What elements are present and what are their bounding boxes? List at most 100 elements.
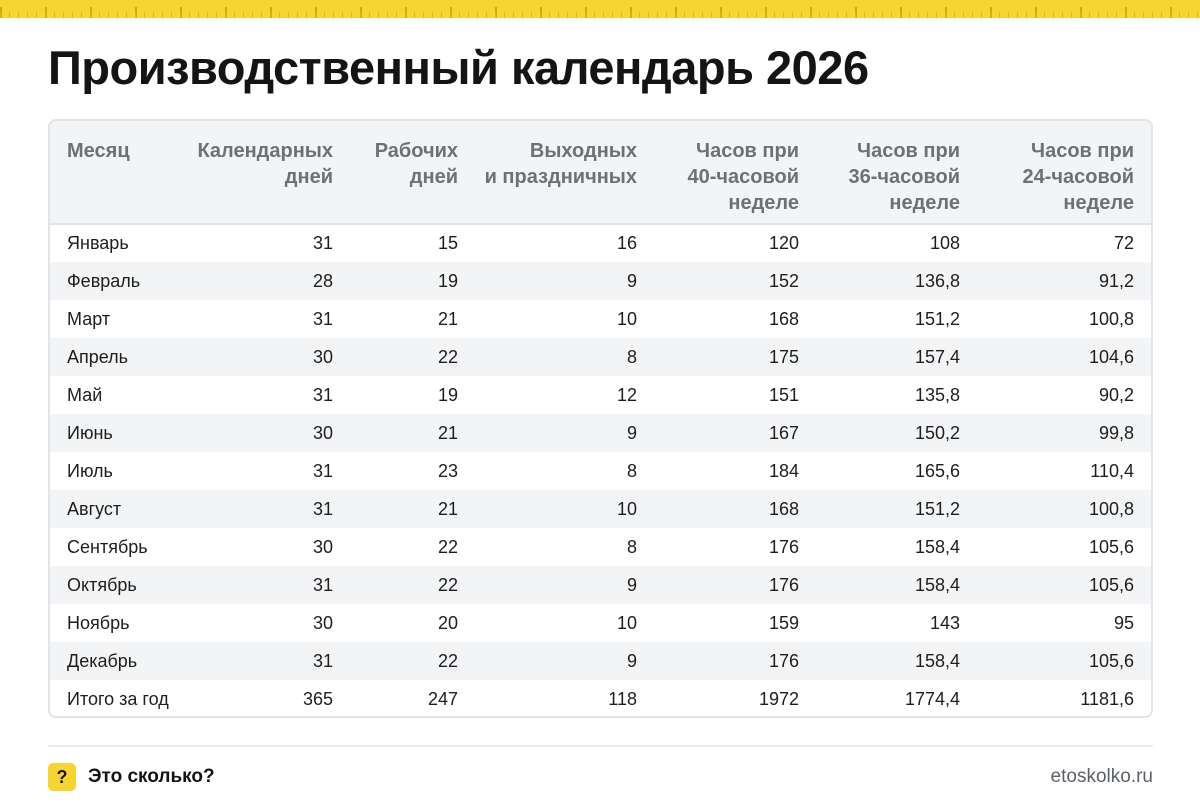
cell-hours-24: 105,6 bbox=[1088, 574, 1134, 595]
cell-month: Июль bbox=[67, 460, 113, 481]
cell-hours-24: 104,6 bbox=[1088, 346, 1134, 367]
cell-weekends-holidays: 9 bbox=[626, 574, 637, 595]
column-header-calendar-days: Календарных дней bbox=[197, 140, 333, 188]
cell-hours-36: 151,2 bbox=[914, 498, 960, 519]
cell-calendar-days: 31 bbox=[312, 460, 333, 481]
cell-weekends-holidays: 9 bbox=[626, 270, 637, 291]
table-row: Декабрь 31 22 9 176 158,4 105,6 bbox=[50, 642, 1151, 680]
cell-hours-36: 136,8 bbox=[914, 270, 960, 291]
table-row-total: Итого за год 365 247 118 1972 1774,4 1181,6 bbox=[50, 680, 1151, 716]
page-title: Производственный календарь 2026 bbox=[48, 41, 869, 94]
cell-month: Февраль bbox=[67, 270, 141, 291]
question-icon: ? bbox=[48, 763, 76, 791]
cell-hours-40: 152 bbox=[768, 270, 799, 291]
column-header-hours-24: Часов при 24-часовой неделе bbox=[1022, 140, 1134, 214]
cell-calendar-days: 30 bbox=[312, 422, 333, 443]
cell-hours-36: 1774,4 bbox=[904, 688, 960, 709]
cell-working-days: 19 bbox=[437, 384, 458, 405]
brand-name: Это сколько? bbox=[88, 766, 215, 787]
cell-hours-24: 72 bbox=[1113, 233, 1134, 253]
cell-hours-24: 110,4 bbox=[1090, 460, 1134, 481]
table-row: Ноябрь 30 20 10 159 143 95 bbox=[50, 604, 1151, 642]
cell-calendar-days: 31 bbox=[312, 384, 333, 405]
cell-hours-24: 95 bbox=[1113, 612, 1134, 633]
cell-calendar-days: 365 bbox=[302, 688, 333, 709]
cell-weekends-holidays: 9 bbox=[626, 422, 637, 443]
table-row: Август 31 21 10 168 151,2 100,8 bbox=[50, 490, 1151, 528]
cell-calendar-days: 31 bbox=[312, 498, 333, 519]
cell-working-days: 20 bbox=[437, 612, 458, 633]
calendar-table: Месяц Календарных дней Рабочих дней Выхо… bbox=[50, 121, 1151, 716]
table-row: Июнь 30 21 9 167 150,2 99,8 bbox=[50, 414, 1151, 452]
cell-working-days: 21 bbox=[437, 308, 458, 329]
cell-hours-36: 165,6 bbox=[914, 460, 960, 481]
cell-hours-24: 1181,6 bbox=[1080, 688, 1134, 709]
cell-weekends-holidays: 10 bbox=[616, 308, 637, 329]
cell-working-days: 247 bbox=[427, 688, 458, 709]
cell-month: Январь bbox=[67, 233, 129, 253]
cell-hours-40: 168 bbox=[768, 308, 799, 329]
cell-weekends-holidays: 16 bbox=[616, 233, 637, 253]
cell-hours-36: 150,2 bbox=[914, 422, 960, 443]
cell-hours-24: 105,6 bbox=[1088, 536, 1134, 557]
table-row: Февраль 28 19 9 152 136,8 91,2 bbox=[50, 262, 1151, 300]
cell-hours-40: 151 bbox=[768, 384, 799, 405]
cell-hours-40: 159 bbox=[768, 612, 799, 633]
cell-hours-40: 1972 bbox=[758, 688, 799, 709]
cell-hours-24: 99,8 bbox=[1098, 422, 1134, 443]
table-row: Май 31 19 12 151 135,8 90,2 bbox=[50, 376, 1151, 414]
cell-hours-36: 157,4 bbox=[914, 346, 960, 367]
table-row: Октябрь 31 22 9 176 158,4 105,6 bbox=[50, 566, 1151, 604]
cell-weekends-holidays: 8 bbox=[626, 346, 637, 367]
cell-working-days: 22 bbox=[437, 574, 458, 595]
cell-month: Август bbox=[67, 498, 122, 519]
cell-working-days: 21 bbox=[437, 422, 458, 443]
cell-working-days: 21 bbox=[437, 498, 458, 519]
cell-hours-40: 175 bbox=[768, 346, 799, 367]
cell-month: Итого за год bbox=[67, 688, 169, 709]
cell-hours-40: 120 bbox=[768, 233, 799, 253]
cell-weekends-holidays: 118 bbox=[608, 688, 637, 709]
cell-working-days: 22 bbox=[437, 346, 458, 367]
cell-month: Март bbox=[67, 308, 111, 329]
cell-working-days: 22 bbox=[437, 536, 458, 557]
cell-hours-24: 100,8 bbox=[1088, 308, 1134, 329]
cell-hours-36: 158,4 bbox=[914, 574, 960, 595]
table-row: Январь 31 15 16 120 108 72 bbox=[50, 224, 1151, 262]
cell-calendar-days: 30 bbox=[312, 612, 333, 633]
cell-hours-36: 158,4 bbox=[914, 536, 960, 557]
cell-month: Октябрь bbox=[67, 574, 137, 595]
cell-hours-24: 100,8 bbox=[1088, 498, 1134, 519]
cell-weekends-holidays: 8 bbox=[626, 536, 637, 557]
cell-hours-40: 176 bbox=[768, 536, 799, 557]
cell-calendar-days: 31 bbox=[312, 650, 333, 671]
cell-hours-40: 184 bbox=[768, 460, 799, 481]
table-header-row: Месяц Календарных дней Рабочих дней Выхо… bbox=[50, 121, 1151, 224]
table-row: Март 31 21 10 168 151,2 100,8 bbox=[50, 300, 1151, 338]
table-row: Апрель 30 22 8 175 157,4 104,6 bbox=[50, 338, 1151, 376]
cell-weekends-holidays: 12 bbox=[616, 384, 637, 405]
cell-calendar-days: 30 bbox=[312, 346, 333, 367]
cell-hours-36: 151,2 bbox=[914, 308, 960, 329]
cell-calendar-days: 30 bbox=[312, 536, 333, 557]
cell-working-days: 15 bbox=[437, 233, 458, 253]
calendar-table-card: Месяц Календарных дней Рабочих дней Выхо… bbox=[48, 119, 1153, 718]
cell-weekends-holidays: 9 bbox=[626, 650, 637, 671]
cell-hours-36: 158,4 bbox=[914, 650, 960, 671]
cell-calendar-days: 31 bbox=[312, 233, 333, 253]
column-header-hours-40: Часов при 40-часовой неделе bbox=[687, 140, 799, 214]
cell-month: Декабрь bbox=[67, 650, 138, 671]
cell-calendar-days: 31 bbox=[312, 308, 333, 329]
cell-working-days: 19 bbox=[437, 270, 458, 291]
footer-brand: ? Это сколько? bbox=[48, 763, 215, 791]
footer-divider bbox=[48, 745, 1153, 747]
cell-month: Сентябрь bbox=[67, 536, 148, 557]
column-header-month: Месяц bbox=[67, 140, 130, 162]
cell-hours-40: 176 bbox=[768, 574, 799, 595]
cell-hours-40: 176 bbox=[768, 650, 799, 671]
site-link[interactable]: etoskolko.ru bbox=[1050, 766, 1153, 787]
cell-hours-40: 167 bbox=[768, 422, 799, 443]
table-row: Июль 31 23 8 184 165,6 110,4 bbox=[50, 452, 1151, 490]
cell-month: Ноябрь bbox=[67, 612, 130, 633]
cell-hours-36: 135,8 bbox=[914, 384, 960, 405]
